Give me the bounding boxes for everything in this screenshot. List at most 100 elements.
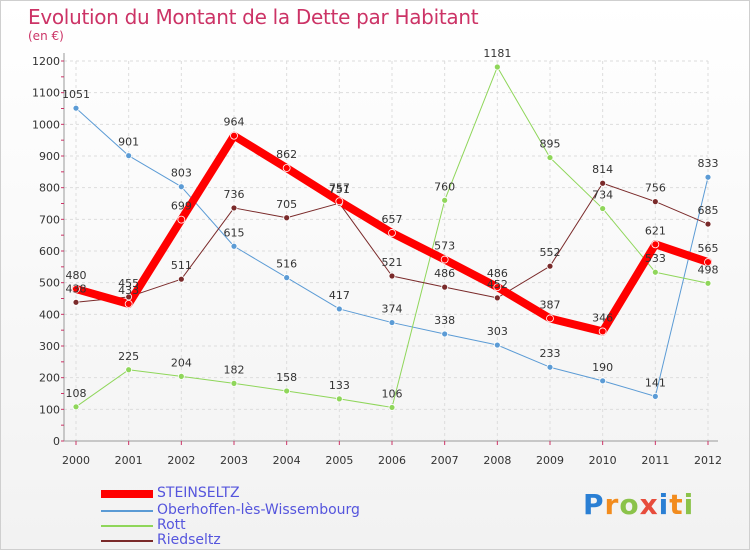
data-label: 374	[382, 303, 403, 316]
data-point	[651, 392, 659, 400]
x-tick-label: 2011	[641, 454, 669, 467]
data-point	[230, 379, 238, 387]
data-label: 803	[171, 167, 192, 180]
y-tick-label: 900	[39, 150, 60, 163]
data-label: 862	[276, 148, 297, 161]
data-label: 565	[698, 242, 719, 255]
data-label: 225	[118, 350, 139, 363]
data-point	[599, 179, 607, 187]
data-label: 533	[645, 252, 666, 265]
data-point	[72, 104, 80, 112]
data-point	[72, 285, 80, 293]
data-label: 387	[540, 298, 561, 311]
chart-subtitle: (en €)	[28, 29, 64, 43]
data-label: 573	[434, 240, 455, 253]
data-point	[493, 341, 501, 349]
data-label: 751	[329, 183, 350, 196]
data-label: 141	[645, 376, 666, 389]
data-point	[283, 274, 291, 282]
data-label: 486	[434, 267, 455, 280]
data-point	[177, 275, 185, 283]
y-tick-label: 0	[53, 435, 60, 448]
data-point	[230, 242, 238, 250]
data-label: 756	[645, 182, 666, 195]
x-tick-label: 2008	[483, 454, 511, 467]
data-point	[493, 283, 502, 292]
data-point	[546, 314, 554, 323]
data-point	[283, 387, 291, 395]
data-point	[230, 204, 238, 212]
legend-swatch-steinseltz	[101, 490, 153, 498]
data-point	[493, 294, 501, 302]
data-point	[125, 293, 133, 301]
data-label: 964	[224, 116, 245, 129]
data-point	[599, 205, 607, 212]
data-label: 1051	[62, 88, 90, 101]
data-point	[177, 215, 186, 224]
logo-letter: P	[583, 488, 605, 521]
legend-swatch-riedseltz	[101, 540, 153, 542]
legend-swatch-rott	[101, 525, 153, 527]
x-tick-label: 2002	[167, 454, 195, 467]
data-point	[388, 229, 396, 237]
data-label: 480	[66, 269, 87, 282]
data-point	[440, 255, 449, 264]
x-tick-label: 2005	[325, 454, 353, 467]
data-label: 657	[382, 213, 403, 226]
data-label: 705	[276, 198, 297, 211]
data-point	[335, 305, 343, 313]
data-label: 552	[540, 246, 561, 259]
data-point	[441, 283, 449, 291]
data-label: 901	[118, 136, 139, 149]
logo-letter: i	[658, 488, 670, 521]
data-label: 190	[592, 361, 613, 374]
data-label: 516	[276, 258, 297, 271]
data-point	[335, 197, 344, 206]
data-point	[230, 131, 238, 140]
data-point	[177, 372, 185, 380]
chart-title: Evolution du Montant de la Dette par Hab…	[28, 5, 479, 29]
data-point	[72, 298, 80, 306]
legend-swatch-oberhoffen	[101, 510, 153, 512]
data-label: 521	[382, 256, 403, 269]
data-point	[283, 214, 291, 222]
data-label: 338	[434, 314, 455, 327]
proxiti-logo: Proxiti	[583, 488, 694, 521]
data-label: 133	[329, 379, 350, 392]
data-point	[388, 319, 396, 326]
data-label: 895	[540, 138, 561, 151]
y-tick-label: 500	[39, 277, 60, 290]
y-tick-label: 700	[39, 213, 60, 226]
data-label: 303	[487, 325, 508, 338]
logo-letter: o	[619, 488, 640, 521]
data-point	[125, 152, 133, 160]
y-tick-label: 1100	[32, 87, 60, 100]
x-tick-label: 2007	[431, 454, 459, 467]
data-label: 158	[276, 371, 297, 384]
logo-letter: r	[604, 488, 620, 521]
data-label: 621	[645, 224, 666, 237]
data-point	[651, 240, 660, 249]
data-point	[124, 299, 133, 308]
y-tick-label: 200	[39, 372, 60, 385]
data-label: 204	[171, 356, 192, 369]
logo-letter: x	[639, 488, 659, 521]
data-label: 734	[592, 189, 613, 202]
data-label: 233	[540, 347, 561, 360]
legend-label-rott: Rott	[157, 517, 186, 533]
y-tick-label: 400	[39, 308, 60, 321]
data-point	[441, 330, 449, 338]
data-point	[546, 154, 554, 161]
data-point	[282, 164, 291, 172]
data-label: 685	[698, 204, 719, 217]
data-point	[493, 63, 501, 71]
data-point	[546, 262, 554, 270]
data-label: 757	[329, 181, 350, 194]
legend-label-riedseltz: Riedseltz	[157, 532, 221, 548]
x-tick-label: 2003	[220, 454, 248, 467]
data-label: 615	[224, 226, 245, 239]
x-tick-label: 2010	[589, 454, 617, 467]
data-point	[651, 198, 659, 206]
